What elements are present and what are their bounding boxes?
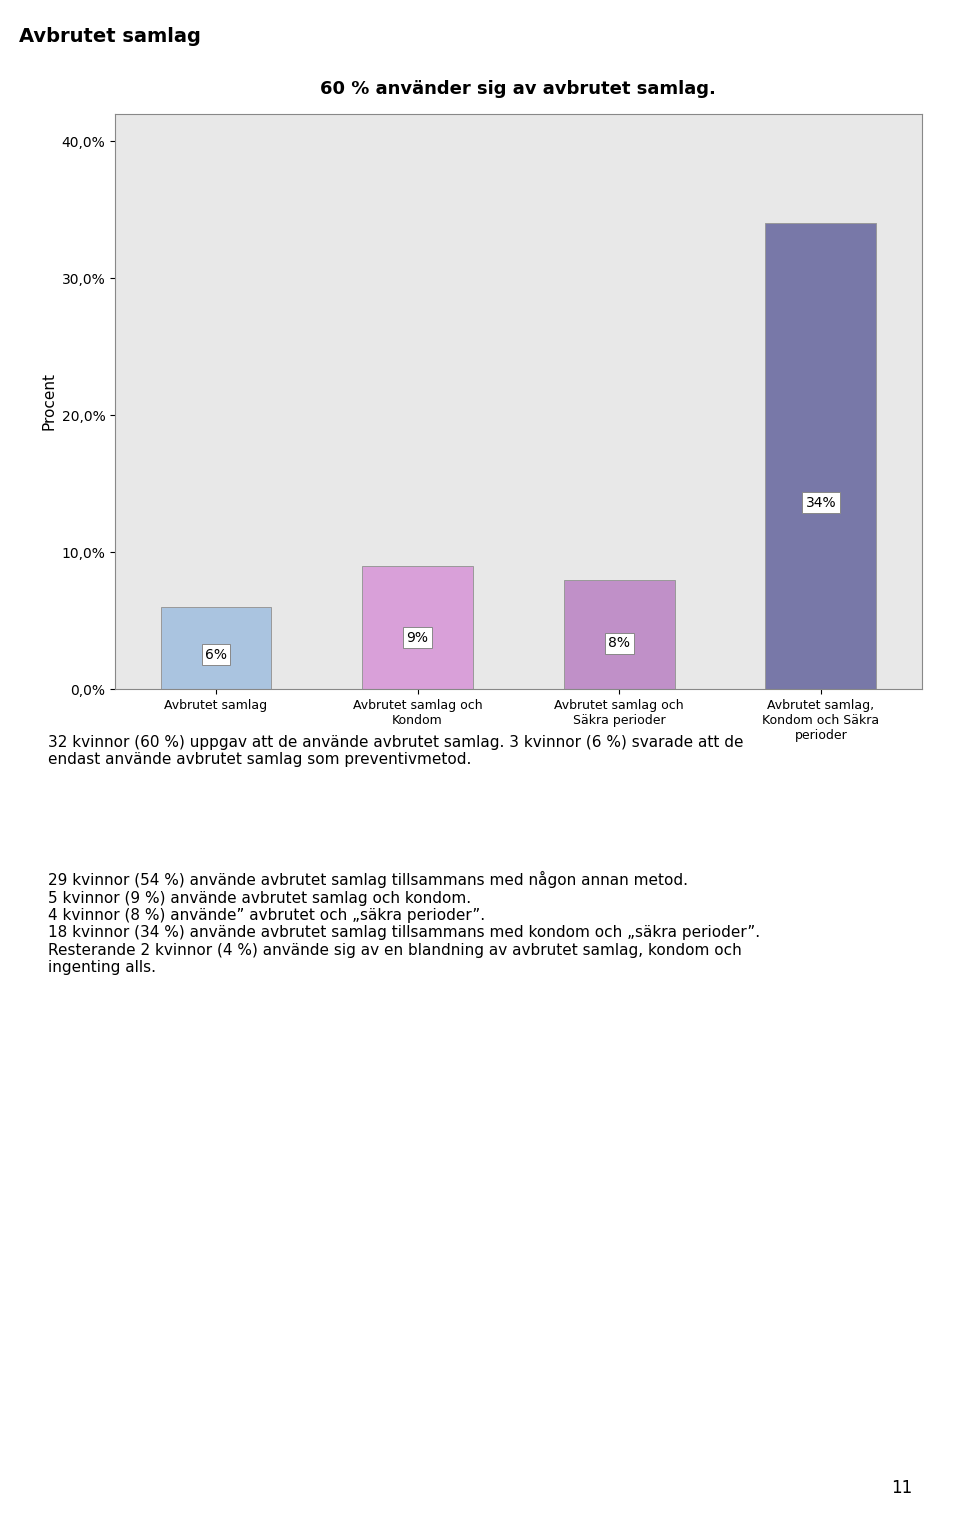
Bar: [362, 567, 473, 689]
Text: 29 kvinnor (54 %) använde avbrutet samlag tillsammans med någon annan metod.
5 k: 29 kvinnor (54 %) använde avbrutet samla…: [48, 871, 760, 976]
Title: 60 % använder sig av avbrutet samlag.: 60 % använder sig av avbrutet samlag.: [321, 80, 716, 98]
Text: 11: 11: [891, 1479, 912, 1497]
Bar: [765, 223, 876, 689]
Bar: [564, 580, 675, 689]
Bar: [160, 608, 272, 689]
Text: 6%: 6%: [205, 648, 227, 662]
Text: 34%: 34%: [805, 495, 836, 511]
Text: 8%: 8%: [609, 636, 630, 650]
Text: 9%: 9%: [407, 630, 428, 644]
Text: Avbrutet samlag: Avbrutet samlag: [19, 27, 201, 47]
Text: 32 kvinnor (60 %) uppgav att de använde avbrutet samlag. 3 kvinnor (6 %) svarade: 32 kvinnor (60 %) uppgav att de använde …: [48, 735, 743, 767]
Y-axis label: Procent: Procent: [41, 373, 56, 430]
